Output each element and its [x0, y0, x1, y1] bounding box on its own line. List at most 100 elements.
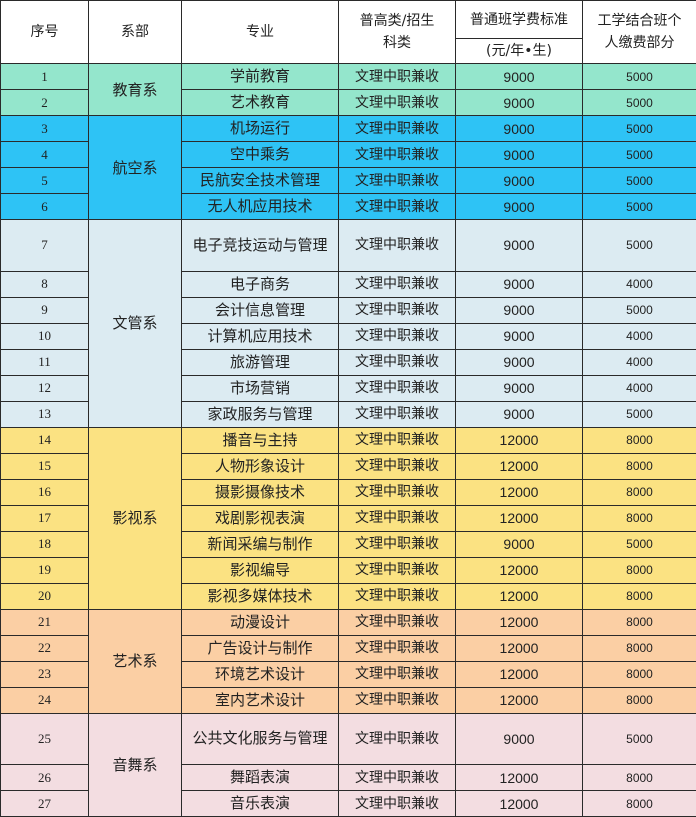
major-name: 无人机应用技术	[182, 194, 339, 220]
header-category: 普高类/招生科类	[339, 1, 456, 64]
standard-fee: 12000	[456, 765, 583, 791]
work-study-fee: 5000	[583, 90, 696, 116]
enrollment-category: 文理中职兼收	[339, 661, 456, 687]
enrollment-category: 文理中职兼收	[339, 116, 456, 142]
enrollment-category: 文理中职兼收	[339, 194, 456, 220]
major-name: 电子竞技运动与管理	[182, 220, 339, 272]
row-number: 22	[1, 635, 89, 661]
work-study-fee: 8000	[583, 609, 696, 635]
standard-fee: 12000	[456, 791, 583, 817]
enrollment-category: 文理中职兼收	[339, 90, 456, 116]
work-study-fee: 5000	[583, 297, 696, 323]
standard-fee: 12000	[456, 635, 583, 661]
standard-fee: 9000	[456, 168, 583, 194]
header-dept: 系部	[89, 1, 182, 64]
major-name: 家政服务与管理	[182, 401, 339, 427]
department-name: 教育系	[89, 64, 182, 116]
row-number: 10	[1, 323, 89, 349]
major-name: 音乐表演	[182, 791, 339, 817]
department-name: 航空系	[89, 116, 182, 220]
major-name: 戏剧影视表演	[182, 505, 339, 531]
work-study-fee: 8000	[583, 583, 696, 609]
enrollment-category: 文理中职兼收	[339, 142, 456, 168]
standard-fee: 9000	[456, 297, 583, 323]
work-study-fee: 4000	[583, 323, 696, 349]
enrollment-category: 文理中职兼收	[339, 583, 456, 609]
row-number: 24	[1, 687, 89, 713]
major-name: 机场运行	[182, 116, 339, 142]
work-study-fee: 4000	[583, 349, 696, 375]
major-name: 影视编导	[182, 557, 339, 583]
major-name: 旅游管理	[182, 349, 339, 375]
work-study-fee: 4000	[583, 375, 696, 401]
enrollment-category: 文理中职兼收	[339, 297, 456, 323]
work-study-fee: 8000	[583, 505, 696, 531]
major-name: 学前教育	[182, 64, 339, 90]
row-number: 11	[1, 349, 89, 375]
enrollment-category: 文理中职兼收	[339, 168, 456, 194]
standard-fee: 9000	[456, 349, 583, 375]
row-number: 4	[1, 142, 89, 168]
row-number: 12	[1, 375, 89, 401]
header-fee-title: 普通班学费标准	[456, 1, 583, 39]
standard-fee: 12000	[456, 661, 583, 687]
major-name: 摄影摄像技术	[182, 479, 339, 505]
enrollment-category: 文理中职兼收	[339, 271, 456, 297]
standard-fee: 9000	[456, 271, 583, 297]
standard-fee: 9000	[456, 401, 583, 427]
work-study-fee: 5000	[583, 142, 696, 168]
major-name: 舞蹈表演	[182, 765, 339, 791]
standard-fee: 12000	[456, 557, 583, 583]
standard-fee: 9000	[456, 375, 583, 401]
standard-fee: 9000	[456, 220, 583, 272]
row-number: 20	[1, 583, 89, 609]
major-name: 人物形象设计	[182, 453, 339, 479]
major-name: 艺术教育	[182, 90, 339, 116]
work-study-fee: 5000	[583, 531, 696, 557]
standard-fee: 9000	[456, 116, 583, 142]
work-study-fee: 8000	[583, 479, 696, 505]
enrollment-category: 文理中职兼收	[339, 427, 456, 453]
row-number: 3	[1, 116, 89, 142]
standard-fee: 9000	[456, 90, 583, 116]
row-number: 17	[1, 505, 89, 531]
work-study-fee: 8000	[583, 765, 696, 791]
major-name: 影视多媒体技术	[182, 583, 339, 609]
standard-fee: 9000	[456, 323, 583, 349]
enrollment-category: 文理中职兼收	[339, 531, 456, 557]
major-name: 广告设计与制作	[182, 635, 339, 661]
enrollment-category: 文理中职兼收	[339, 505, 456, 531]
major-name: 环境艺术设计	[182, 661, 339, 687]
major-name: 会计信息管理	[182, 297, 339, 323]
major-name: 电子商务	[182, 271, 339, 297]
row-number: 16	[1, 479, 89, 505]
standard-fee: 12000	[456, 427, 583, 453]
standard-fee: 12000	[456, 687, 583, 713]
standard-fee: 12000	[456, 505, 583, 531]
enrollment-category: 文理中职兼收	[339, 765, 456, 791]
work-study-fee: 5000	[583, 194, 696, 220]
row-number: 7	[1, 220, 89, 272]
major-name: 播音与主持	[182, 427, 339, 453]
header-work-study: 工学结合班个人缴费部分	[583, 1, 696, 64]
work-study-fee: 8000	[583, 453, 696, 479]
row-number: 15	[1, 453, 89, 479]
enrollment-category: 文理中职兼收	[339, 64, 456, 90]
row-number: 8	[1, 271, 89, 297]
work-study-fee: 5000	[583, 116, 696, 142]
standard-fee: 12000	[456, 583, 583, 609]
row-number: 19	[1, 557, 89, 583]
row-number: 6	[1, 194, 89, 220]
work-study-fee: 5000	[583, 401, 696, 427]
standard-fee: 12000	[456, 609, 583, 635]
header-fee-unit: (元/年•生)	[456, 39, 583, 64]
major-name: 动漫设计	[182, 609, 339, 635]
enrollment-category: 文理中职兼收	[339, 687, 456, 713]
enrollment-category: 文理中职兼收	[339, 791, 456, 817]
major-name: 空中乘务	[182, 142, 339, 168]
standard-fee: 9000	[456, 142, 583, 168]
work-study-fee: 5000	[583, 64, 696, 90]
